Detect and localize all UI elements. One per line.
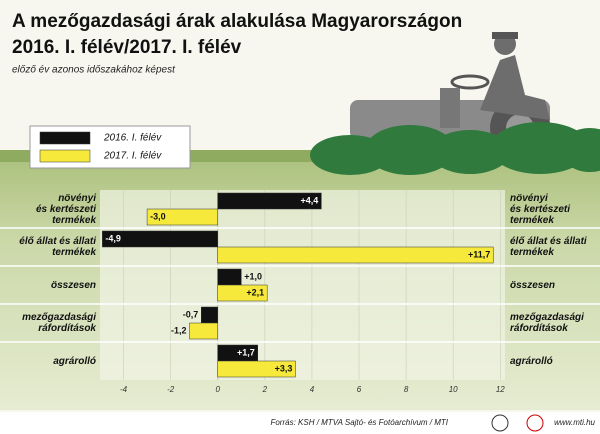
bar bbox=[217, 192, 322, 210]
category-label-right: növényi és kertészeti termékek bbox=[510, 192, 571, 226]
x-tick-label: 4 bbox=[310, 385, 315, 394]
x-tick-label: 0 bbox=[216, 385, 221, 394]
value-label: +1,0 bbox=[244, 271, 262, 281]
x-tick-label: 6 bbox=[357, 385, 362, 394]
value-label: +1,7 bbox=[237, 347, 255, 357]
x-tick-label: 2 bbox=[262, 385, 268, 394]
website: www.mti.hu bbox=[554, 418, 595, 427]
x-tick-label: 8 bbox=[404, 385, 409, 394]
value-label: -1,2 bbox=[171, 325, 187, 335]
chart-subtitle: 2016. I. félév/2017. I. félév bbox=[12, 37, 242, 58]
legend-label: 2016. I. félév bbox=[103, 133, 162, 144]
category-label-left: növényi és kertészeti termékek bbox=[35, 192, 96, 226]
category-label-left: mezőgazdasági ráfordítások bbox=[22, 312, 96, 334]
bar bbox=[146, 208, 218, 226]
bar bbox=[217, 284, 268, 302]
value-label: +3,3 bbox=[275, 363, 293, 373]
bar bbox=[217, 268, 242, 286]
x-tick-label: 12 bbox=[496, 385, 505, 394]
value-label: +11,7 bbox=[468, 249, 490, 259]
value-label: -0,7 bbox=[183, 309, 199, 319]
legend-swatch bbox=[39, 131, 91, 145]
category-label-left: agrárolló bbox=[53, 355, 96, 367]
legend-swatch bbox=[39, 149, 91, 163]
category-label-left: élő állat és állati termékek bbox=[19, 236, 96, 258]
value-label: -3,0 bbox=[150, 211, 166, 221]
bar bbox=[217, 360, 296, 378]
category-label-right: összesen bbox=[510, 279, 556, 291]
chart-note: előző év azonos időszakához képest bbox=[12, 65, 176, 76]
chart-title: A mezőgazdasági árak alakulása Magyarors… bbox=[12, 11, 462, 32]
bushes bbox=[310, 122, 600, 175]
category-label-left: összesen bbox=[50, 279, 96, 291]
bar bbox=[201, 306, 218, 324]
bar bbox=[217, 246, 494, 264]
footer bbox=[0, 412, 600, 434]
value-label: +4,4 bbox=[301, 195, 319, 205]
value-label: +2,1 bbox=[246, 287, 264, 297]
x-tick-label: 10 bbox=[449, 385, 458, 394]
category-label-right: agrárolló bbox=[510, 355, 553, 367]
x-tick-label: -4 bbox=[120, 385, 128, 394]
x-tick-label: -2 bbox=[167, 385, 175, 394]
category-label-right: élő állat és állati termékek bbox=[510, 236, 587, 258]
value-label: -4,9 bbox=[105, 233, 121, 243]
category-label-right: mezőgazdasági ráfordítások bbox=[510, 312, 584, 334]
logos bbox=[491, 414, 544, 432]
bar bbox=[189, 322, 218, 340]
legend-label: 2017. I. félév bbox=[103, 151, 162, 162]
bar bbox=[102, 230, 218, 248]
source: Forrás: KSH / MTVA Sajtó- és Fotóarchívu… bbox=[270, 418, 448, 427]
